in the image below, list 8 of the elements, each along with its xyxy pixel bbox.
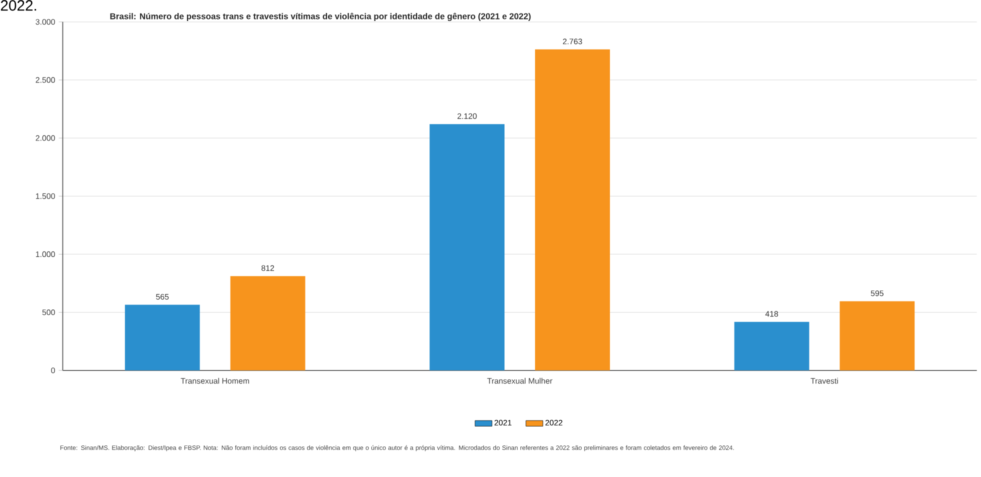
text: 2022. xyxy=(0,0,36,11)
bar xyxy=(840,301,915,370)
bar xyxy=(230,276,306,370)
bar xyxy=(124,304,200,370)
bar xyxy=(535,49,610,370)
bar xyxy=(430,124,505,370)
chart-title: Brasil: Número de pessoas trans e travestis vítimas de violência por identidade de gênero (2021 e 2022) xyxy=(110,12,531,22)
bar xyxy=(734,322,810,370)
